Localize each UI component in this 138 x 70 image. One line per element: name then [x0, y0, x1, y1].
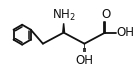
Text: NH$_2$: NH$_2$	[52, 8, 76, 23]
Polygon shape	[63, 23, 64, 32]
Text: O: O	[101, 8, 111, 21]
Text: OH: OH	[75, 54, 93, 67]
Text: OH: OH	[116, 26, 134, 39]
